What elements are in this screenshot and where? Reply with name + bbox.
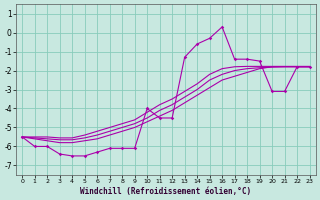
X-axis label: Windchill (Refroidissement éolien,°C): Windchill (Refroidissement éolien,°C) <box>80 187 252 196</box>
